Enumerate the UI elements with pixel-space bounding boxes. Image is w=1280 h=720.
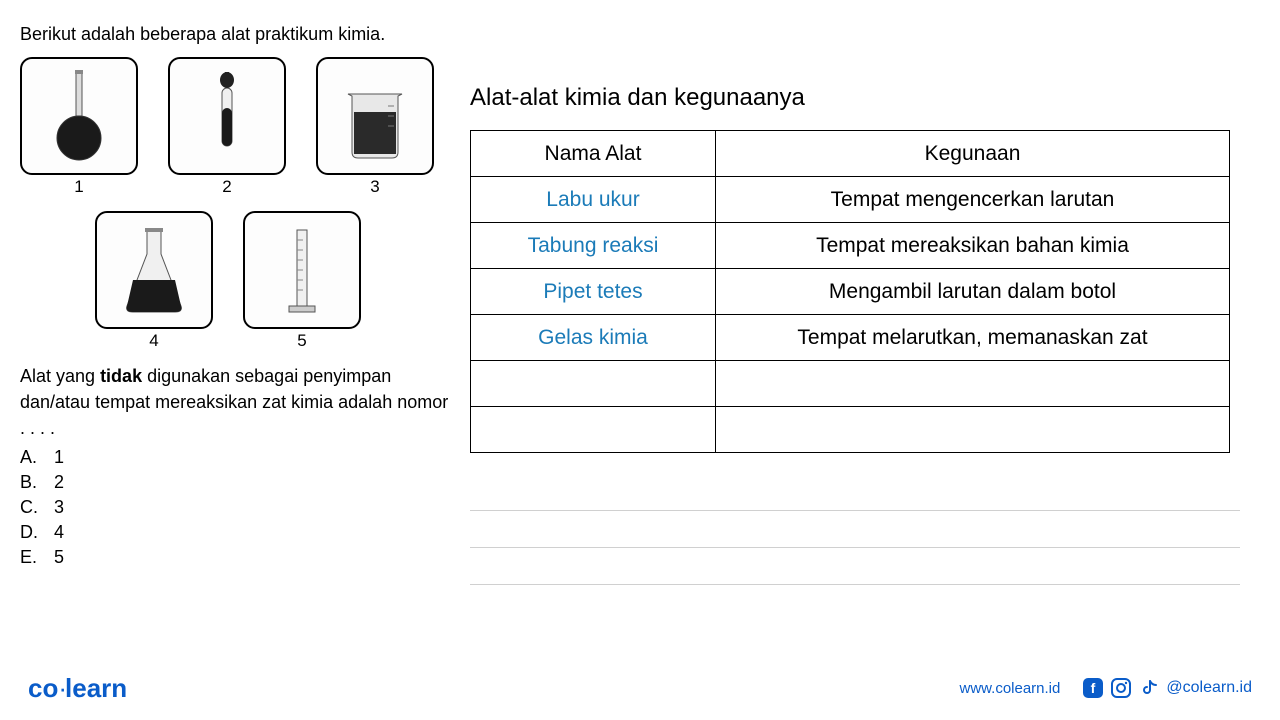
table-row: Gelas kimia Tempat melarutkan, memanaska… [471,315,1230,361]
tool-use: Mengambil larutan dalam botol [716,269,1230,315]
table-row [471,361,1230,407]
col-header-use: Kegunaan [716,131,1230,177]
image-label: 5 [243,331,361,351]
option-letter: B. [20,472,54,493]
col-header-name: Nama Alat [471,131,716,177]
erlenmeyer-icon [95,211,213,329]
question-prompt: Alat yang tidak digunakan sebagai penyim… [20,363,450,441]
instagram-icon[interactable] [1110,677,1132,699]
option-b[interactable]: B. 2 [20,472,450,493]
option-a[interactable]: A. 1 [20,447,450,468]
image-card-5: 5 [243,211,361,351]
prompt-bold: tidak [100,366,142,386]
question-intro: Berikut adalah beberapa alat praktikum k… [20,24,450,45]
option-letter: A. [20,447,54,468]
prompt-before: Alat yang [20,366,100,386]
table-row: Labu ukur Tempat mengencerkan larutan [471,177,1230,223]
image-row-2: 4 5 [20,211,450,351]
option-value: 3 [54,497,64,518]
answer-panel: Alat-alat kimia dan kegunaanya Nama Alat… [470,24,1260,572]
tool-use [716,407,1230,453]
option-e[interactable]: E. 5 [20,547,450,568]
option-letter: D. [20,522,54,543]
logo-left: co [28,673,58,703]
image-label: 4 [95,331,213,351]
footer-right: www.colearn.id f @colearn.id [959,677,1252,699]
tool-use: Tempat mengencerkan larutan [716,177,1230,223]
image-row-1: 1 2 [20,57,450,197]
table-row: Tabung reaksi Tempat mereaksikan bahan k… [471,223,1230,269]
tool-name [471,361,716,407]
tool-name: Labu ukur [471,177,716,223]
graduated-cylinder-icon [243,211,361,329]
image-label: 1 [20,177,138,197]
table-row: Pipet tetes Mengambil larutan dalam boto… [471,269,1230,315]
facebook-icon[interactable]: f [1082,677,1104,699]
image-card-4: 4 [95,211,213,351]
tool-use [716,361,1230,407]
test-tube-icon [168,57,286,175]
image-card-1: 1 [20,57,138,197]
option-value: 5 [54,547,64,568]
tools-table: Nama Alat Kegunaan Labu ukur Tempat meng… [470,130,1230,453]
beaker-icon [316,57,434,175]
question-panel: Berikut adalah beberapa alat praktikum k… [20,24,450,572]
brand-logo: co·learn [28,673,127,704]
logo-right: learn [65,673,127,703]
footer: co·learn www.colearn.id f @colearn.id [0,656,1280,720]
logo-separator: · [58,673,65,703]
tool-name: Gelas kimia [471,315,716,361]
option-c[interactable]: C. 3 [20,497,450,518]
ruled-lines [470,510,1240,621]
tiktok-icon[interactable] [1138,677,1160,699]
svg-text:f: f [1091,680,1096,696]
options-list: A. 1 B. 2 C. 3 D. 4 E. 5 [20,447,450,568]
image-card-3: 3 [316,57,434,197]
table-title: Alat-alat kimia dan kegunaanya [470,84,1260,112]
social-icons: f @colearn.id [1082,677,1252,699]
option-value: 4 [54,522,64,543]
option-letter: E. [20,547,54,568]
table-row [471,407,1230,453]
volumetric-flask-icon [20,57,138,175]
tool-use: Tempat melarutkan, memanaskan zat [716,315,1230,361]
option-value: 1 [54,447,64,468]
brand-url: www.colearn.id [959,680,1060,697]
option-letter: C. [20,497,54,518]
option-value: 2 [54,472,64,493]
option-d[interactable]: D. 4 [20,522,450,543]
image-label: 3 [316,177,434,197]
tool-name: Pipet tetes [471,269,716,315]
tool-name: Tabung reaksi [471,223,716,269]
tool-use: Tempat mereaksikan bahan kimia [716,223,1230,269]
tool-name [471,407,716,453]
image-card-2: 2 [168,57,286,197]
image-label: 2 [168,177,286,197]
brand-handle: @colearn.id [1166,679,1252,697]
